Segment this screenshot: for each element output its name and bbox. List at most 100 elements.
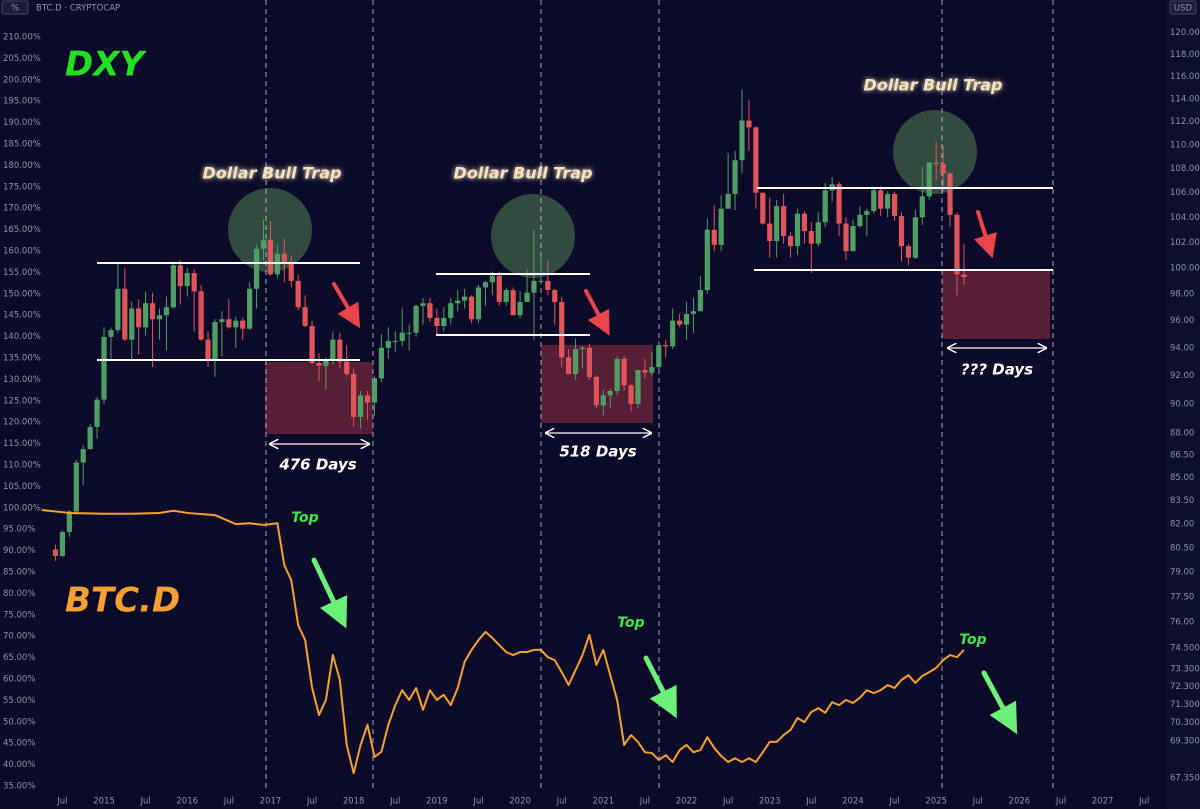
x-tick-label: Jul (306, 797, 317, 807)
candle-body (746, 120, 752, 128)
candle-body (517, 301, 523, 316)
x-tick-label: 2027 (1092, 797, 1114, 807)
candle-body (850, 226, 856, 252)
down-arrow (981, 670, 1018, 735)
y-tick-label: 40.00% (3, 760, 35, 770)
x-tick-label: Jul (1055, 797, 1066, 807)
right-axis-panel (1165, 0, 1200, 809)
candle-body (101, 336, 107, 400)
y-tick-label: 65.00% (3, 653, 35, 663)
candle-body (559, 301, 565, 358)
x-tick-label: Jul (56, 797, 67, 807)
y2-tick-label: 100.00 (1170, 263, 1200, 273)
y-tick-label: 50.00% (3, 717, 35, 727)
candle-body (697, 290, 703, 312)
candle-body (462, 296, 468, 301)
candle-body (725, 193, 731, 209)
candle-body (351, 374, 357, 417)
trap-circle (893, 110, 977, 194)
unit-badge (1, 0, 29, 15)
candle-body (940, 163, 946, 174)
x-tick-label: 2022 (676, 797, 698, 807)
candle-body (80, 449, 86, 463)
candle-body (801, 213, 808, 232)
y2-tick-label: 118.00 (1170, 50, 1200, 60)
trap-label: Dollar Bull Trap (203, 164, 342, 183)
candle-body (316, 362, 322, 366)
y2-tick-label: 96.00 (1170, 316, 1194, 326)
y-tick-label: 35.00% (3, 782, 35, 792)
candle-body (739, 120, 745, 161)
candle-body (489, 275, 495, 283)
y2-tick-label: 98.00 (1170, 289, 1194, 299)
x-tick-label: Jul (639, 797, 650, 807)
y2-tick-label: 79.00 (1170, 568, 1194, 578)
y-tick-label: 145.00% (3, 311, 41, 321)
target-box (942, 271, 1050, 339)
y-tick-label: 160.00% (3, 246, 41, 256)
y-tick-label: 90.00% (3, 546, 35, 556)
candle-body (52, 549, 59, 556)
duration-label: 518 Days (559, 443, 636, 461)
candle-body (531, 280, 537, 293)
down-arrow (311, 557, 348, 629)
candle-body (309, 325, 315, 363)
candle-body (607, 391, 613, 396)
candle-body (538, 280, 544, 282)
candle-body (600, 395, 606, 406)
candle-body (136, 308, 142, 328)
candle-body (156, 315, 163, 320)
left-unit: % (11, 4, 19, 14)
down-arrow (643, 655, 677, 719)
candle-body (711, 229, 717, 245)
candle-body (579, 347, 586, 350)
candle-body (281, 253, 287, 265)
candle-body (898, 216, 905, 247)
y-tick-label: 115.00% (3, 439, 41, 449)
trap-label: Dollar Bull Trap (864, 76, 1003, 95)
candle-body (468, 296, 475, 320)
candle-body (836, 184, 842, 224)
y2-tick-label: 83.50 (1170, 496, 1194, 506)
line-series (41, 508, 965, 775)
y2-tick-label: 76.00 (1170, 618, 1194, 628)
trap-circle (491, 194, 575, 278)
candle-body (344, 361, 350, 375)
y2-tick-label: 67.350 (1170, 774, 1200, 784)
candle-body (420, 303, 426, 306)
annotation-overlay: DXY BTC.D Dollar Bull Trap Dollar Bull T… (65, 45, 1053, 735)
candle-body (586, 347, 593, 377)
y2-tick-label: 102.00 (1170, 238, 1200, 248)
candle-body (219, 319, 225, 322)
candle-body (115, 288, 121, 331)
down-arrow (584, 289, 610, 336)
x-tick-label: 2024 (842, 797, 864, 807)
y2-tick-label: 70.300 (1170, 718, 1200, 728)
y-tick-label: 165.00% (3, 225, 41, 235)
duration-label: 476 Days (278, 456, 356, 474)
candle-body (441, 317, 447, 326)
series-label: BTC.D (65, 581, 180, 621)
candle-body (73, 462, 79, 512)
candle-body (857, 214, 863, 227)
y-tick-label: 55.00% (3, 696, 35, 706)
y-tick-label: 150.00% (3, 289, 41, 299)
x-tick-label: Jul (472, 797, 483, 807)
candle-body (718, 208, 724, 245)
right-unit: USD (1174, 4, 1193, 14)
candle-body (496, 275, 502, 302)
source-label: BTC.D · CRYPTOCAP (36, 4, 120, 14)
x-tick-label: 2018 (343, 797, 365, 807)
x-tick-label: Jul (139, 797, 150, 807)
candle-body (545, 280, 551, 291)
candle-body (878, 190, 884, 209)
candle-body (288, 264, 294, 281)
x-tick-label: 2023 (759, 797, 781, 807)
candle-body (891, 193, 898, 217)
y-tick-label: 135.00% (3, 353, 41, 363)
y2-tick-label: 108.00 (1170, 164, 1200, 174)
candle-body (510, 290, 516, 316)
candle-body (843, 223, 849, 252)
